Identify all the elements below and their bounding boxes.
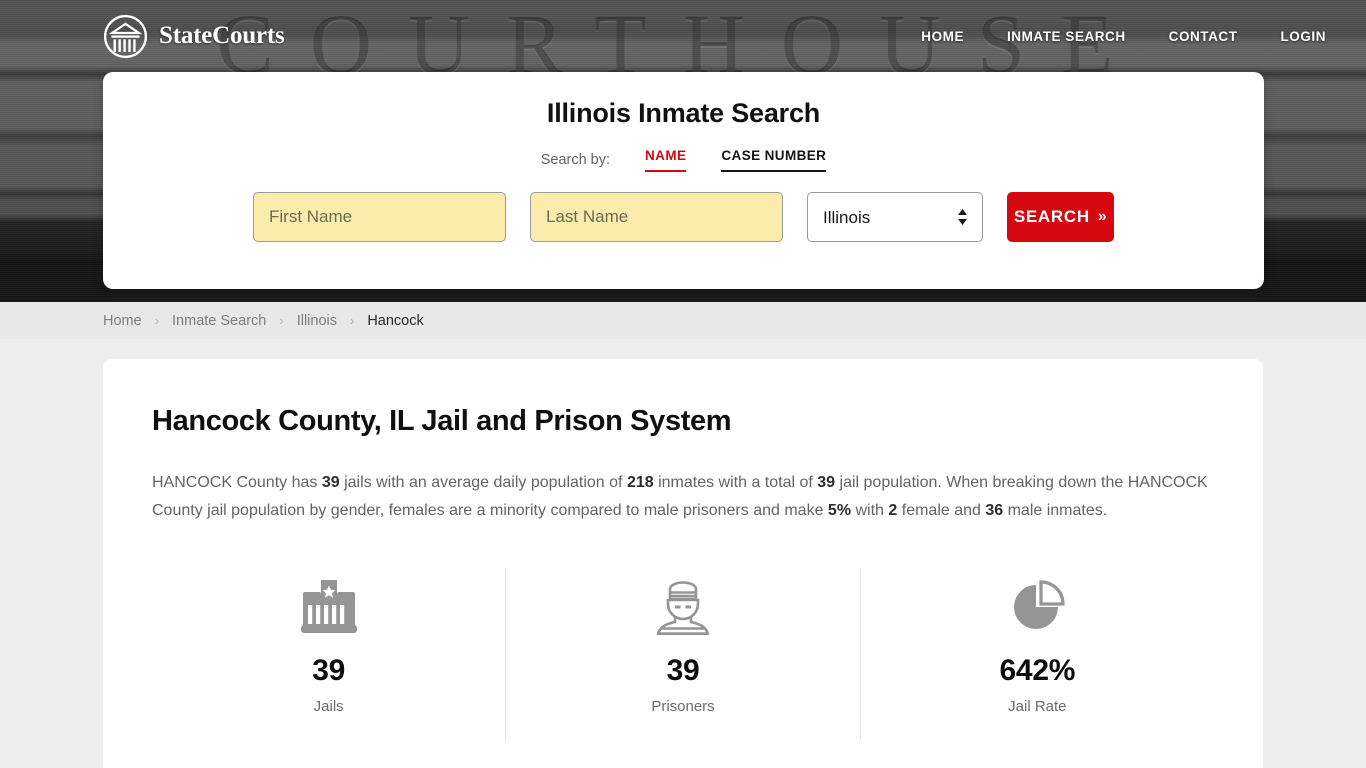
courthouse-logo-icon bbox=[103, 14, 148, 58]
search-button-label: SEARCH bbox=[1013, 207, 1090, 226]
county-content-card: Hancock County, IL Jail and Prison Syste… bbox=[103, 359, 1263, 768]
search-button[interactable]: SEARCH » bbox=[1007, 192, 1114, 242]
county-intro-paragraph: HANCOCK County has 39 jails with an aver… bbox=[152, 474, 1208, 519]
search-form: Illinois SEARCH » bbox=[103, 172, 1264, 242]
jail-bars-icon bbox=[300, 580, 357, 633]
state-select-wrapper: Illinois bbox=[807, 192, 984, 242]
brand-logo-link[interactable]: StateCourts bbox=[103, 14, 285, 59]
breadcrumb-item-inmate-search[interactable]: Inmate Search bbox=[172, 312, 267, 329]
stat-label-jails: Jails bbox=[313, 698, 344, 715]
breadcrumb-separator-icon: › bbox=[349, 313, 355, 328]
main-nav: HOME INMATE SEARCH CONTACT LOGIN bbox=[921, 29, 1326, 44]
breadcrumb: Home › Inmate Search › Illinois › Hancoc… bbox=[0, 302, 1366, 339]
page-title: Hancock County, IL Jail and Prison Syste… bbox=[152, 405, 732, 437]
first-name-input[interactable] bbox=[253, 192, 506, 242]
prisoner-icon bbox=[656, 581, 710, 635]
stat-value-jail-rate: 642% bbox=[999, 654, 1076, 687]
nav-inmate-search[interactable]: INMATE SEARCH bbox=[1007, 28, 1126, 44]
search-card-title: Illinois Inmate Search bbox=[546, 98, 821, 128]
stat-label-prisoners: Prisoners bbox=[651, 698, 715, 715]
stats-row: 39 Jails bbox=[152, 568, 1214, 739]
pie-chart-icon bbox=[1014, 580, 1065, 629]
breadcrumb-separator-icon: › bbox=[279, 313, 284, 328]
brand-name: StateCourts bbox=[159, 22, 285, 49]
tab-search-by-case-number[interactable]: CASE NUMBER bbox=[721, 148, 827, 172]
breadcrumb-separator-icon: › bbox=[154, 313, 160, 328]
search-by-label: Search by: bbox=[540, 152, 611, 168]
stat-jail-rate: 642% Jail Rate bbox=[861, 568, 1214, 739]
nav-contact[interactable]: CONTACT bbox=[1168, 28, 1238, 44]
stat-prisoners: 39 Prisoners bbox=[506, 568, 861, 739]
nav-login[interactable]: LOGIN bbox=[1280, 28, 1326, 44]
stat-jails: 39 Jails bbox=[152, 568, 507, 739]
hero-header: COURTHOUSE StateCourts HOME INMATE SEARC… bbox=[0, 0, 1366, 302]
stat-value-jails: 39 bbox=[312, 654, 346, 687]
stat-label-jail-rate: Jail Rate bbox=[1008, 698, 1067, 715]
stat-icon-wrapper bbox=[152, 576, 505, 638]
stat-icon-wrapper bbox=[506, 576, 859, 638]
state-select[interactable]: Illinois bbox=[807, 192, 984, 242]
breadcrumb-item-illinois[interactable]: Illinois bbox=[296, 312, 337, 329]
breadcrumb-item-home[interactable]: Home bbox=[103, 312, 142, 329]
stat-icon-wrapper bbox=[861, 576, 1214, 638]
main-content-wrapper: Hancock County, IL Jail and Prison Syste… bbox=[0, 339, 1366, 768]
top-navigation-bar: StateCourts HOME INMATE SEARCH CONTACT L… bbox=[0, 0, 1366, 72]
tab-search-by-name[interactable]: NAME bbox=[645, 148, 687, 172]
breadcrumb-item-hancock: Hancock bbox=[367, 312, 424, 329]
last-name-input[interactable] bbox=[530, 192, 783, 242]
inmate-search-card: Illinois Inmate Search Search by: NAME C… bbox=[103, 72, 1264, 289]
nav-home[interactable]: HOME bbox=[921, 28, 964, 44]
stat-value-prisoners: 39 bbox=[666, 654, 700, 687]
double-chevron-right-icon: » bbox=[1097, 208, 1108, 225]
search-by-row: Search by: NAME CASE NUMBER bbox=[103, 148, 1264, 172]
